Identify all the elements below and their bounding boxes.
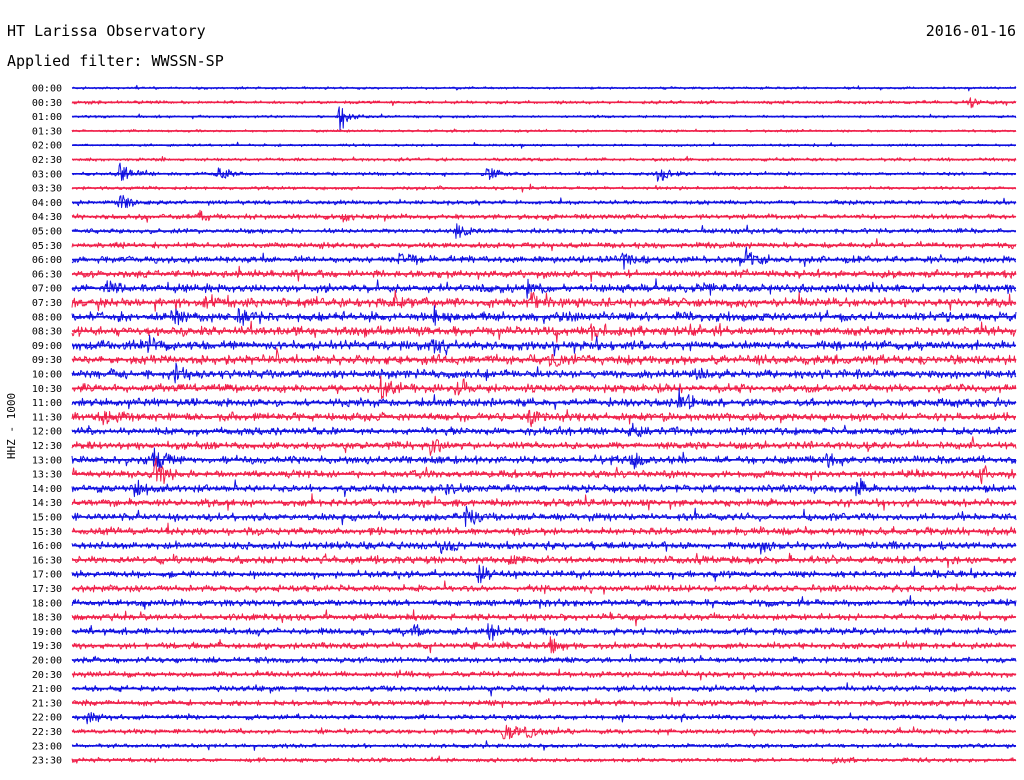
- tick-label-1830: 18:30: [32, 613, 62, 624]
- trace-1000: [71, 362, 1017, 384]
- tick-label-2030: 20:30: [32, 670, 62, 681]
- tick-label-1030: 10:30: [32, 384, 62, 395]
- tick-label-2000: 20:00: [32, 656, 62, 667]
- trace-0300: [71, 162, 1017, 182]
- tick-label-0800: 08:00: [32, 312, 62, 323]
- tick-label-1130: 11:30: [32, 412, 62, 423]
- tick-label-0300: 03:00: [32, 169, 62, 180]
- trace-1300: [71, 447, 1017, 471]
- tick-label-1930: 19:30: [32, 641, 62, 652]
- tick-label-0700: 07:00: [32, 284, 62, 295]
- tick-label-2330: 23:30: [32, 756, 62, 767]
- chart-date: 2016-01-16: [926, 22, 1016, 40]
- trace-0930: [71, 347, 1017, 367]
- tick-label-1400: 14:00: [32, 484, 62, 495]
- tick-label-0330: 03:30: [32, 184, 62, 195]
- tick-label-0030: 00:30: [32, 98, 62, 109]
- tick-label-1330: 13:30: [32, 470, 62, 481]
- tick-label-1430: 14:30: [32, 498, 62, 509]
- tick-label-1230: 12:30: [32, 441, 62, 452]
- tick-label-0600: 06:00: [32, 255, 62, 266]
- tick-label-2200: 22:00: [32, 713, 62, 724]
- tick-label-0430: 04:30: [32, 212, 62, 223]
- trace-0800: [71, 305, 1017, 326]
- tick-label-0230: 02:30: [32, 155, 62, 166]
- tick-label-0130: 01:30: [32, 126, 62, 137]
- chart-title: HT Larissa Observatory: [7, 22, 206, 40]
- trace-1830: [71, 609, 1017, 627]
- tick-label-1200: 12:00: [32, 427, 62, 438]
- trace-0100: [71, 106, 1017, 131]
- tick-label-1630: 16:30: [32, 555, 62, 566]
- chart-subtitle: Applied filter: WWSSN-SP: [7, 52, 224, 70]
- tick-label-2230: 22:30: [32, 727, 62, 738]
- trace-1200: [71, 422, 1017, 438]
- tick-label-1900: 19:00: [32, 627, 62, 638]
- trace-1330: [71, 457, 1017, 485]
- tick-label-0500: 05:00: [32, 227, 62, 238]
- tick-label-0730: 07:30: [32, 298, 62, 309]
- tick-label-0530: 05:30: [32, 241, 62, 252]
- tick-label-1300: 13:00: [32, 455, 62, 466]
- tick-label-1530: 15:30: [32, 527, 62, 538]
- trace-1100: [71, 387, 1017, 410]
- tick-label-0900: 09:00: [32, 341, 62, 352]
- tick-label-0830: 08:30: [32, 327, 62, 338]
- trace-1730: [71, 580, 1017, 595]
- trace-2200: [72, 711, 1017, 725]
- trace-1400: [71, 477, 1017, 498]
- trace-1900: [71, 623, 1017, 641]
- tick-label-1000: 10:00: [32, 370, 62, 381]
- tick-label-1730: 17:30: [32, 584, 62, 595]
- tick-label-0000: 00:00: [32, 84, 62, 95]
- y-axis-label: HHZ - 1000: [5, 393, 18, 459]
- tick-label-1700: 17:00: [32, 570, 62, 581]
- trace-1130: [71, 409, 1017, 428]
- trace-2000: [71, 653, 1017, 664]
- trace-1530: [71, 522, 1017, 537]
- trace-0400: [71, 194, 1017, 209]
- tick-label-0930: 09:30: [32, 355, 62, 366]
- tick-label-0200: 02:00: [32, 141, 62, 152]
- tick-label-1600: 16:00: [32, 541, 62, 552]
- time-tick-labels: 00:00 00:30 01:00 01:30 02:00 02:30 03:00 03:30…: [32, 84, 62, 767]
- trace-1600: [71, 540, 1017, 555]
- tick-label-2300: 23:00: [32, 741, 62, 752]
- tick-label-2130: 21:30: [32, 698, 62, 709]
- tick-label-1800: 18:00: [32, 598, 62, 609]
- tick-label-1100: 11:00: [32, 398, 62, 409]
- trace-0600: [71, 246, 1017, 270]
- tick-label-2100: 21:00: [32, 684, 62, 695]
- tick-label-0400: 04:00: [32, 198, 62, 209]
- trace-1930: [71, 636, 1016, 654]
- tick-label-1500: 15:00: [32, 513, 62, 524]
- tick-label-0100: 01:00: [32, 112, 62, 123]
- trace-0730: [71, 289, 1017, 313]
- tick-label-0630: 06:30: [32, 269, 62, 280]
- seismic-traces: [71, 84, 1017, 765]
